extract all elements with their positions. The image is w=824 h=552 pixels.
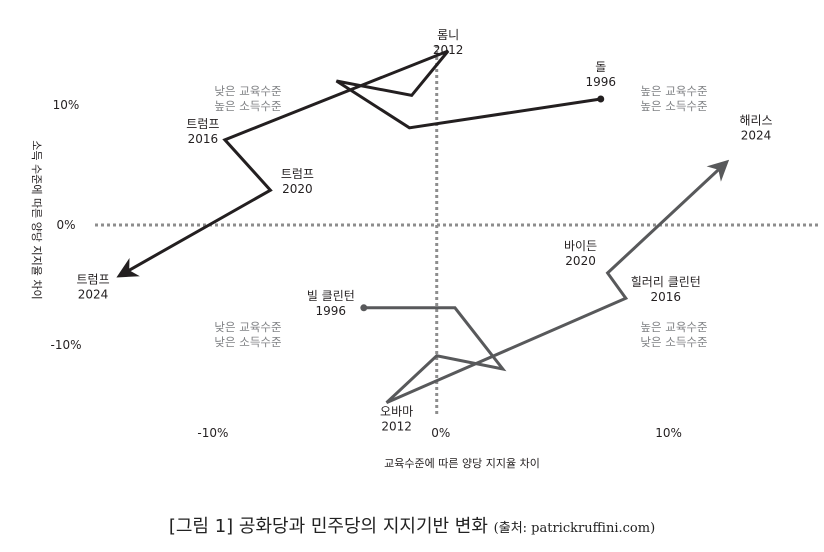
point-label-year: 2024 — [78, 287, 109, 301]
y-tick-label: -10% — [50, 338, 81, 352]
caption-source: (출처: patrickruffini.com) — [493, 521, 656, 536]
point-label-name: 트럼프 — [281, 167, 314, 181]
point-label-name: 돌 — [595, 60, 606, 74]
quadrant-label: 높은 소득수준 — [640, 99, 707, 113]
point-label-year: 2016 — [651, 290, 682, 304]
x-tick-label: -10% — [197, 426, 228, 440]
series-start-dot — [597, 95, 605, 103]
y-tick-label: 10% — [53, 98, 80, 112]
point-label-year: 1996 — [585, 75, 616, 89]
quadrant-label: 높은 소득수준 — [214, 99, 281, 113]
series-start-dot — [360, 304, 368, 312]
quadrant-label: 높은 교육수준 — [640, 84, 707, 98]
point-label-name: 힐러리 클린턴 — [631, 275, 701, 289]
series-line — [363, 159, 730, 404]
point-label-name: 트럼프 — [76, 272, 109, 286]
caption-title: [그림 1] 공화당과 민주당의 지지기반 변화 — [168, 516, 488, 537]
point-label-year: 1996 — [316, 304, 347, 318]
x-tick-label: 10% — [655, 426, 682, 440]
x-tick-label: 0% — [431, 426, 450, 440]
series-line — [116, 49, 601, 278]
point-label-year: 2020 — [282, 182, 313, 196]
quadrant-label: 낮은 소득수준 — [640, 335, 707, 349]
y-tick-label: 0% — [56, 218, 75, 232]
point-label-year: 2016 — [188, 132, 219, 146]
quadrant-label: 낮은 교육수준 — [214, 320, 281, 334]
point-label-name: 오바마 — [380, 405, 413, 419]
party-shift-chart: 10% 0% -10% -10% 0% 10% 교육수준에 따른 양당 지지율 차이 소득 수… — [30, 28, 820, 470]
point-label-name: 해리스 — [739, 114, 772, 128]
point-label-name: 트럼프 — [186, 117, 219, 131]
quadrant-label: 높은 교육수준 — [640, 320, 707, 334]
point-label-name: 바이든 — [564, 239, 597, 253]
figure-caption: [그림 1] 공화당과 민주당의 지지기반 변화 (출처: patrickruf… — [0, 512, 824, 538]
y-axis-title: 소득 수준에 따른 양당 지지율 차이 — [30, 140, 43, 299]
point-label-year: 2024 — [741, 129, 772, 143]
point-label-year: 2012 — [381, 420, 412, 434]
point-label-year: 2020 — [565, 254, 596, 268]
point-label-year: 2012 — [433, 43, 464, 57]
x-axis-title: 교육수준에 따른 양당 지지율 차이 — [384, 457, 540, 470]
quadrant-label: 낮은 소득수준 — [214, 335, 281, 349]
point-label-name: 빌 클린턴 — [307, 289, 355, 303]
point-label-name: 롬니 — [437, 28, 459, 42]
quadrant-label: 낮은 교육수준 — [214, 84, 281, 98]
